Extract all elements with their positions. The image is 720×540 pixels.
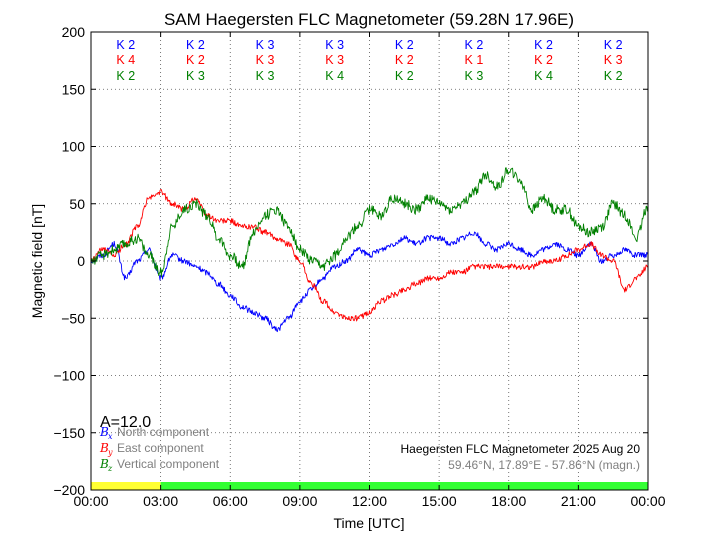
axis-ticks: 00:00 03:00 06:00 09:00 12:00 15:00 18:00 21:00… [53, 24, 665, 509]
k-index-x: K 3 [256, 38, 275, 52]
y-axis-title: Magnetic field [nT] [29, 204, 45, 318]
k-index-y: K 1 [465, 53, 484, 67]
k-index-z: K 3 [186, 69, 205, 83]
x-tick-label: 18:00 [491, 493, 526, 509]
k-index-y: K 2 [534, 53, 553, 67]
series-vertical-component [90, 167, 649, 278]
legend-symbol: B [99, 457, 109, 471]
k-index-x: K 3 [325, 38, 344, 52]
x-tick-label: 21:00 [561, 493, 596, 509]
k-index-x: K 2 [465, 38, 484, 52]
k-index-x: K 2 [116, 38, 135, 52]
k-index-y: K 4 [116, 53, 135, 67]
k-index-x: K 2 [534, 38, 553, 52]
k-index-z: K 4 [534, 69, 553, 83]
series-north-component [90, 231, 649, 333]
k-index-z: K 3 [256, 69, 275, 83]
legend-label: East component [117, 441, 204, 455]
legend-label: North component [117, 425, 210, 439]
status-bar-segment [160, 482, 648, 490]
y-tick-label: 150 [62, 81, 86, 97]
legend-subscript: y [107, 448, 113, 457]
legend-subscript: x [108, 432, 113, 441]
series-lines [90, 167, 649, 333]
k-index-x: K 2 [395, 38, 414, 52]
x-tick-label: 09:00 [282, 493, 317, 509]
info-coordinates: 59.46°N, 17.89°E - 57.86°N (magn.) [448, 458, 640, 472]
k-index-y: K 2 [186, 53, 205, 67]
x-tick-label: 00:00 [73, 493, 108, 509]
k-index-y: K 2 [395, 53, 414, 67]
legend-symbol: B [99, 425, 109, 439]
y-tick-label: −150 [53, 425, 85, 441]
y-tick-label: 100 [62, 139, 86, 155]
k-index-z: K 2 [604, 69, 623, 83]
k-index-z: K 3 [465, 69, 484, 83]
k-index-y: K 3 [325, 53, 344, 67]
status-bar [91, 482, 648, 490]
x-tick-label: 03:00 [143, 493, 178, 509]
x-axis-title: Time [UTC] [333, 515, 404, 531]
x-tick-label: 15:00 [422, 493, 457, 509]
k-index-z: K 4 [325, 69, 344, 83]
x-tick-label: 00:00 [630, 493, 665, 509]
y-tick-label: 50 [69, 196, 85, 212]
legend-symbol: B [99, 441, 109, 455]
k-index-x: K 2 [604, 38, 623, 52]
y-tick-label: 200 [62, 24, 86, 40]
legend-label: Vertical component [117, 457, 220, 471]
y-tick-label: −100 [53, 368, 85, 384]
k-index-y: K 3 [256, 53, 275, 67]
x-tick-label: 12:00 [352, 493, 387, 509]
legend-subscript: z [107, 464, 113, 473]
k-index-x: K 2 [186, 38, 205, 52]
k-index-z: K 2 [395, 69, 414, 83]
k-index-z: K 2 [116, 69, 135, 83]
k-index-y: K 3 [604, 53, 623, 67]
info-station-date: Haegersten FLC Magnetometer 2025 Aug 20 [401, 442, 641, 456]
status-bar-segment [91, 482, 161, 490]
y-tick-label: 0 [77, 253, 85, 269]
chart-title: SAM Haegersten FLC Magnetometer (59.28N … [164, 10, 574, 29]
series-east-component [90, 189, 649, 322]
activity-index: A=12.0 [100, 414, 151, 431]
y-tick-label: −200 [53, 482, 85, 498]
y-tick-label: −50 [61, 310, 85, 326]
x-tick-label: 06:00 [213, 493, 248, 509]
